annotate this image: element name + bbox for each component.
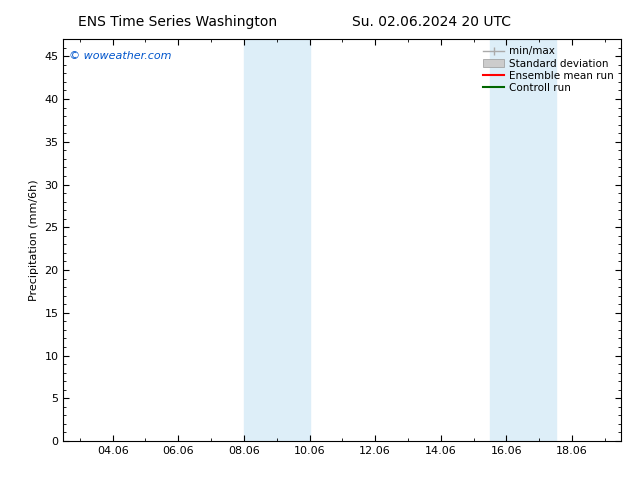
Bar xyxy=(490,39,555,441)
Text: Su. 02.06.2024 20 UTC: Su. 02.06.2024 20 UTC xyxy=(352,15,510,29)
Text: © woweather.com: © woweather.com xyxy=(69,51,171,61)
Text: ENS Time Series Washington: ENS Time Series Washington xyxy=(78,15,277,29)
Y-axis label: Precipitation (mm/6h): Precipitation (mm/6h) xyxy=(29,179,39,301)
Bar xyxy=(244,39,309,441)
Legend: min/max, Standard deviation, Ensemble mean run, Controll run: min/max, Standard deviation, Ensemble me… xyxy=(481,45,616,95)
